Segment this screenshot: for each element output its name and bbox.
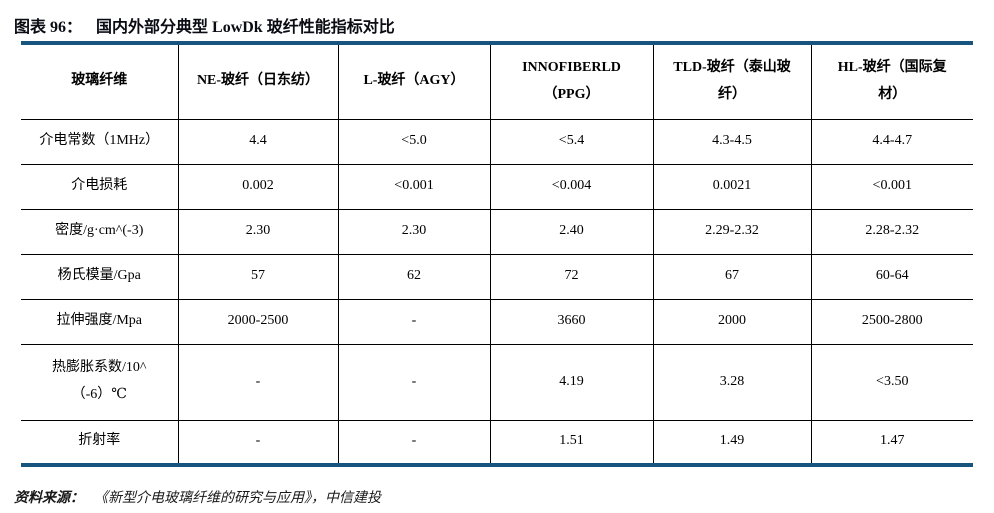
source-label: 资料来源： xyxy=(14,491,84,506)
table-cell: 3.28 xyxy=(652,343,811,420)
table-cell: 1.49 xyxy=(652,419,811,465)
table-cell: 2.30 xyxy=(177,208,338,254)
table-cell: 4.4-4.7 xyxy=(810,118,973,164)
table-row-density: 密度/g·cm^(-3) 2.30 2.30 2.40 2.29-2.32 2.… xyxy=(21,208,973,254)
figure-title: 图表 96： 国内外部分典型 LowDk 玻纤性能指标对比 xyxy=(14,13,395,37)
table-cell: 0.0021 xyxy=(652,163,811,209)
table-cell: 2.40 xyxy=(489,208,653,254)
comparison-table-wrap: 玻璃纤维 NE-玻纤（日东纺） L-玻纤（AGY） INNOFIBERLD （P… xyxy=(21,41,973,467)
column-header-hl: HL-玻纤（国际复 材） xyxy=(810,43,973,119)
table-cell: 0.002 xyxy=(177,163,338,209)
table-cell: 3660 xyxy=(489,298,653,344)
figure-number-label: 图表 96： xyxy=(14,19,83,36)
table-cell: 2500-2800 xyxy=(810,298,973,344)
table-row-refractive-index: 折射率 - - 1.51 1.49 1.47 xyxy=(21,419,973,465)
table-row-dielectric-constant: 介电常数（1MHz） 4.4 <5.0 <5.4 4.3-4.5 4.4-4.7 xyxy=(21,118,973,164)
table-cell: 4.3-4.5 xyxy=(652,118,811,164)
table-cell: 2000 xyxy=(652,298,811,344)
table-cell: 1.51 xyxy=(489,419,653,465)
figure-title-text: 国内外部分典型 LowDk 玻纤性能指标对比 xyxy=(96,19,395,36)
table-cell: 1.47 xyxy=(810,419,973,465)
table-cell: 72 xyxy=(489,253,653,299)
table-cell: <0.004 xyxy=(489,163,653,209)
table-cell: <3.50 xyxy=(810,343,973,420)
row-label: 介电常数（1MHz） xyxy=(21,118,178,164)
table-cell: <5.4 xyxy=(489,118,653,164)
table-cell: - xyxy=(337,343,490,420)
row-label: 介电损耗 xyxy=(21,163,178,209)
header-row: 玻璃纤维 NE-玻纤（日东纺） L-玻纤（AGY） INNOFIBERLD （P… xyxy=(21,43,973,119)
row-label: 折射率 xyxy=(21,419,178,465)
source-text: 《新型介电玻璃纤维的研究与应用》，中信建投 xyxy=(94,491,381,506)
glass-fiber-comparison-table: 玻璃纤维 NE-玻纤（日东纺） L-玻纤（AGY） INNOFIBERLD （P… xyxy=(21,41,973,467)
row-label: 杨氏模量/Gpa xyxy=(21,253,178,299)
row-label: 拉伸强度/Mpa xyxy=(21,298,178,344)
row-label: 热膨胀系数/10^ （-6）℃ xyxy=(21,343,178,420)
table-cell: - xyxy=(337,419,490,465)
table-cell: 2000-2500 xyxy=(177,298,338,344)
table-cell: - xyxy=(337,298,490,344)
table-cell: <0.001 xyxy=(810,163,973,209)
table-cell: 60-64 xyxy=(810,253,973,299)
table-cell: 2.30 xyxy=(337,208,490,254)
table-row-dielectric-loss: 介电损耗 0.002 <0.001 <0.004 0.0021 <0.001 xyxy=(21,163,973,209)
table-cell: <5.0 xyxy=(337,118,490,164)
table-cell: 2.29-2.32 xyxy=(652,208,811,254)
table-row-tensile-strength: 拉伸强度/Mpa 2000-2500 - 3660 2000 2500-2800 xyxy=(21,298,973,344)
table-cell: 67 xyxy=(652,253,811,299)
row-label: 密度/g·cm^(-3) xyxy=(21,208,178,254)
table-cell: 62 xyxy=(337,253,490,299)
table-cell: - xyxy=(177,343,338,420)
table-cell: - xyxy=(177,419,338,465)
table-row-thermal-expansion: 热膨胀系数/10^ （-6）℃ - - 4.19 3.28 <3.50 xyxy=(21,343,973,420)
table-cell: 4.4 xyxy=(177,118,338,164)
source-note: 资料来源： 《新型介电玻璃纤维的研究与应用》，中信建投 xyxy=(14,487,381,507)
table-cell: 2.28-2.32 xyxy=(810,208,973,254)
column-header-tld: TLD-玻纤（泰山玻 纤） xyxy=(652,43,811,119)
column-header-l: L-玻纤（AGY） xyxy=(337,43,490,119)
column-header-innofiber: INNOFIBERLD （PPG） xyxy=(489,43,653,119)
table-cell: 57 xyxy=(177,253,338,299)
table-row-youngs-modulus: 杨氏模量/Gpa 57 62 72 67 60-64 xyxy=(21,253,973,299)
column-header-ne: NE-玻纤（日东纺） xyxy=(177,43,338,119)
table-cell: 4.19 xyxy=(489,343,653,420)
table-cell: <0.001 xyxy=(337,163,490,209)
column-header-glass-fiber: 玻璃纤维 xyxy=(71,73,128,89)
